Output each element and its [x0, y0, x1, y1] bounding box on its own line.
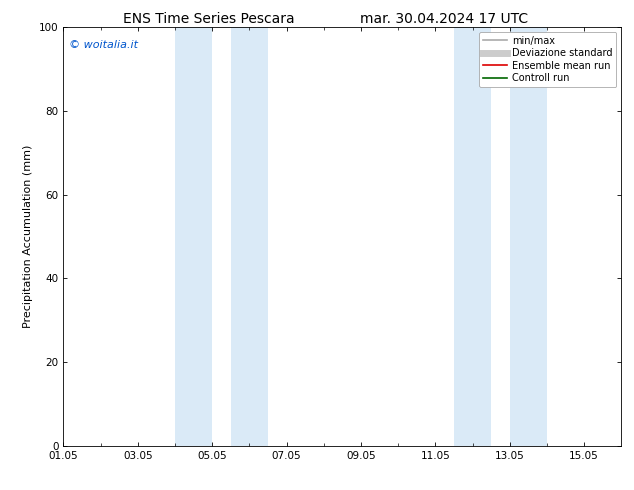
Bar — [510, 27, 547, 446]
Bar — [175, 27, 212, 446]
Y-axis label: Precipitation Accumulation (mm): Precipitation Accumulation (mm) — [23, 145, 34, 328]
Text: ENS Time Series Pescara: ENS Time Series Pescara — [124, 12, 295, 26]
Legend: min/max, Deviazione standard, Ensemble mean run, Controll run: min/max, Deviazione standard, Ensemble m… — [479, 32, 616, 87]
Bar — [454, 27, 491, 446]
Bar — [231, 27, 268, 446]
Text: mar. 30.04.2024 17 UTC: mar. 30.04.2024 17 UTC — [359, 12, 528, 26]
Text: © woitalia.it: © woitalia.it — [69, 40, 138, 49]
